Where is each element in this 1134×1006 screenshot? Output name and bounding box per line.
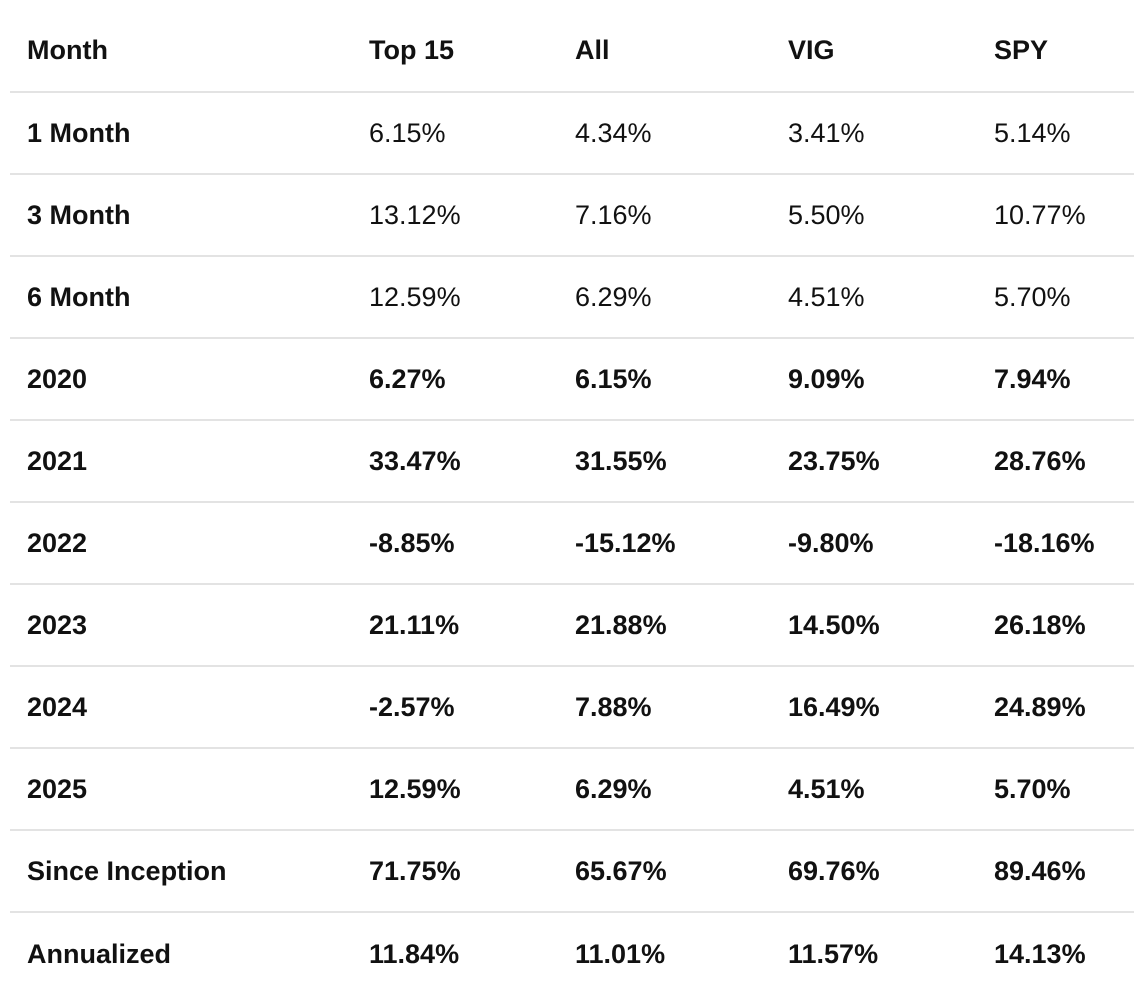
- top-15-value: 71.75%: [369, 855, 461, 886]
- header-spy: SPY: [994, 35, 1049, 65]
- vig-value: 3.41%: [788, 117, 865, 148]
- top-15-value: -2.57%: [369, 691, 455, 722]
- vig-value: 4.51%: [788, 281, 865, 312]
- all-value: 65.67%: [575, 855, 667, 886]
- table-row: Annualized 11.84% 11.01% 11.57% 14.13%: [10, 913, 1134, 995]
- spy-value: 5.70%: [994, 773, 1071, 804]
- top-15-value: 33.47%: [369, 445, 461, 476]
- row-label: 2020: [27, 363, 88, 394]
- top-15-value: -8.85%: [369, 527, 455, 558]
- vig-value: 5.50%: [788, 199, 865, 230]
- all-value: -15.12%: [575, 527, 676, 558]
- top-15-value: 6.15%: [369, 117, 446, 148]
- spy-value: -18.16%: [994, 527, 1095, 558]
- table-row: 2025 12.59% 6.29% 4.51% 5.70%: [10, 749, 1134, 831]
- spy-value: 10.77%: [994, 199, 1086, 230]
- all-value: 21.88%: [575, 609, 667, 640]
- row-label: 2022: [27, 527, 88, 558]
- top-15-value: 12.59%: [369, 773, 461, 804]
- row-label: 2021: [27, 445, 88, 476]
- spy-value: 28.76%: [994, 445, 1086, 476]
- table-row: 2020 6.27% 6.15% 9.09% 7.94%: [10, 339, 1134, 421]
- row-label: Annualized: [27, 938, 172, 969]
- row-label: Since Inception: [27, 855, 227, 886]
- header-top-15: Top 15: [369, 35, 455, 65]
- table-row: 2023 21.11% 21.88% 14.50% 26.18%: [10, 585, 1134, 667]
- top-15-value: 6.27%: [369, 363, 446, 394]
- top-15-value: 12.59%: [369, 281, 461, 312]
- table-row: 2022 -8.85% -15.12% -9.80% -18.16%: [10, 503, 1134, 585]
- vig-value: 69.76%: [788, 855, 880, 886]
- spy-value: 7.94%: [994, 363, 1071, 394]
- vig-value: 9.09%: [788, 363, 865, 394]
- row-label: 2025: [27, 773, 88, 804]
- row-label: 1 Month: [27, 117, 131, 148]
- spy-value: 89.46%: [994, 855, 1086, 886]
- vig-value: 23.75%: [788, 445, 880, 476]
- row-label: 3 Month: [27, 199, 131, 230]
- row-label: 2024: [27, 691, 88, 722]
- all-value: 7.16%: [575, 199, 652, 230]
- row-label: 2023: [27, 609, 88, 640]
- vig-value: 16.49%: [788, 691, 880, 722]
- vig-value: -9.80%: [788, 527, 874, 558]
- table-row: Since Inception 71.75% 65.67% 69.76% 89.…: [10, 831, 1134, 913]
- table-row: 2024 -2.57% 7.88% 16.49% 24.89%: [10, 667, 1134, 749]
- row-label: 6 Month: [27, 281, 131, 312]
- header-all: All: [575, 35, 610, 65]
- all-value: 4.34%: [575, 117, 652, 148]
- spy-value: 5.70%: [994, 281, 1071, 312]
- vig-value: 4.51%: [788, 773, 865, 804]
- returns-table: Month Top 15 All VIG SPY 1 Month 6.15% 4…: [10, 10, 1134, 995]
- table-row: 2021 33.47% 31.55% 23.75% 28.76%: [10, 421, 1134, 503]
- vig-value: 11.57%: [788, 938, 879, 969]
- header-month: Month: [27, 35, 108, 65]
- vig-value: 14.50%: [788, 609, 880, 640]
- all-value: 6.15%: [575, 363, 652, 394]
- spy-value: 26.18%: [994, 609, 1086, 640]
- all-value: 6.29%: [575, 281, 652, 312]
- all-value: 7.88%: [575, 691, 652, 722]
- spy-value: 14.13%: [994, 938, 1086, 969]
- table-row: 1 Month 6.15% 4.34% 3.41% 5.14%: [10, 93, 1134, 175]
- top-15-value: 21.11%: [369, 609, 460, 640]
- table-row: 3 Month 13.12% 7.16% 5.50% 10.77%: [10, 175, 1134, 257]
- table-row: 6 Month 12.59% 6.29% 4.51% 5.70%: [10, 257, 1134, 339]
- spy-value: 5.14%: [994, 117, 1071, 148]
- all-value: 11.01%: [575, 938, 666, 969]
- header-vig: VIG: [788, 35, 835, 65]
- top-15-value: 11.84%: [369, 938, 460, 969]
- all-value: 31.55%: [575, 445, 667, 476]
- all-value: 6.29%: [575, 773, 652, 804]
- spy-value: 24.89%: [994, 691, 1086, 722]
- top-15-value: 13.12%: [369, 199, 461, 230]
- table-header-row: Month Top 15 All VIG SPY: [10, 10, 1134, 93]
